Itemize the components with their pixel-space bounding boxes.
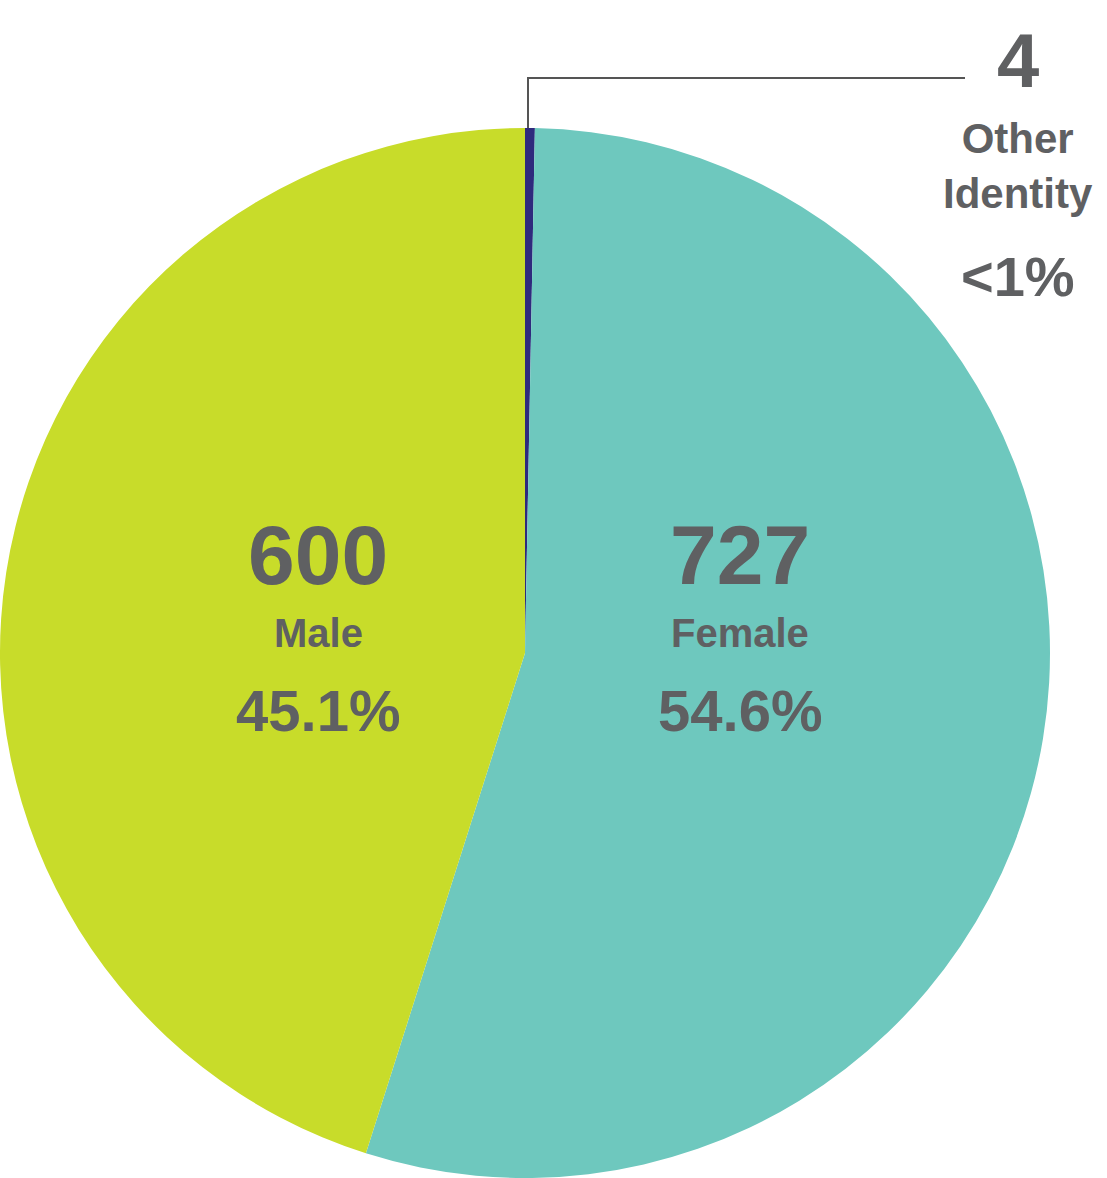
svg-text:45.1%: 45.1% bbox=[236, 678, 400, 743]
svg-text:54.6%: 54.6% bbox=[658, 678, 822, 743]
svg-text:Female: Female bbox=[671, 611, 809, 655]
svg-text:600: 600 bbox=[248, 508, 388, 602]
svg-text:OtherIdentity: OtherIdentity bbox=[943, 115, 1093, 217]
svg-text:Male: Male bbox=[274, 611, 363, 655]
svg-text:<1%: <1% bbox=[961, 245, 1075, 308]
svg-text:4: 4 bbox=[997, 18, 1039, 103]
svg-text:727: 727 bbox=[670, 508, 810, 602]
